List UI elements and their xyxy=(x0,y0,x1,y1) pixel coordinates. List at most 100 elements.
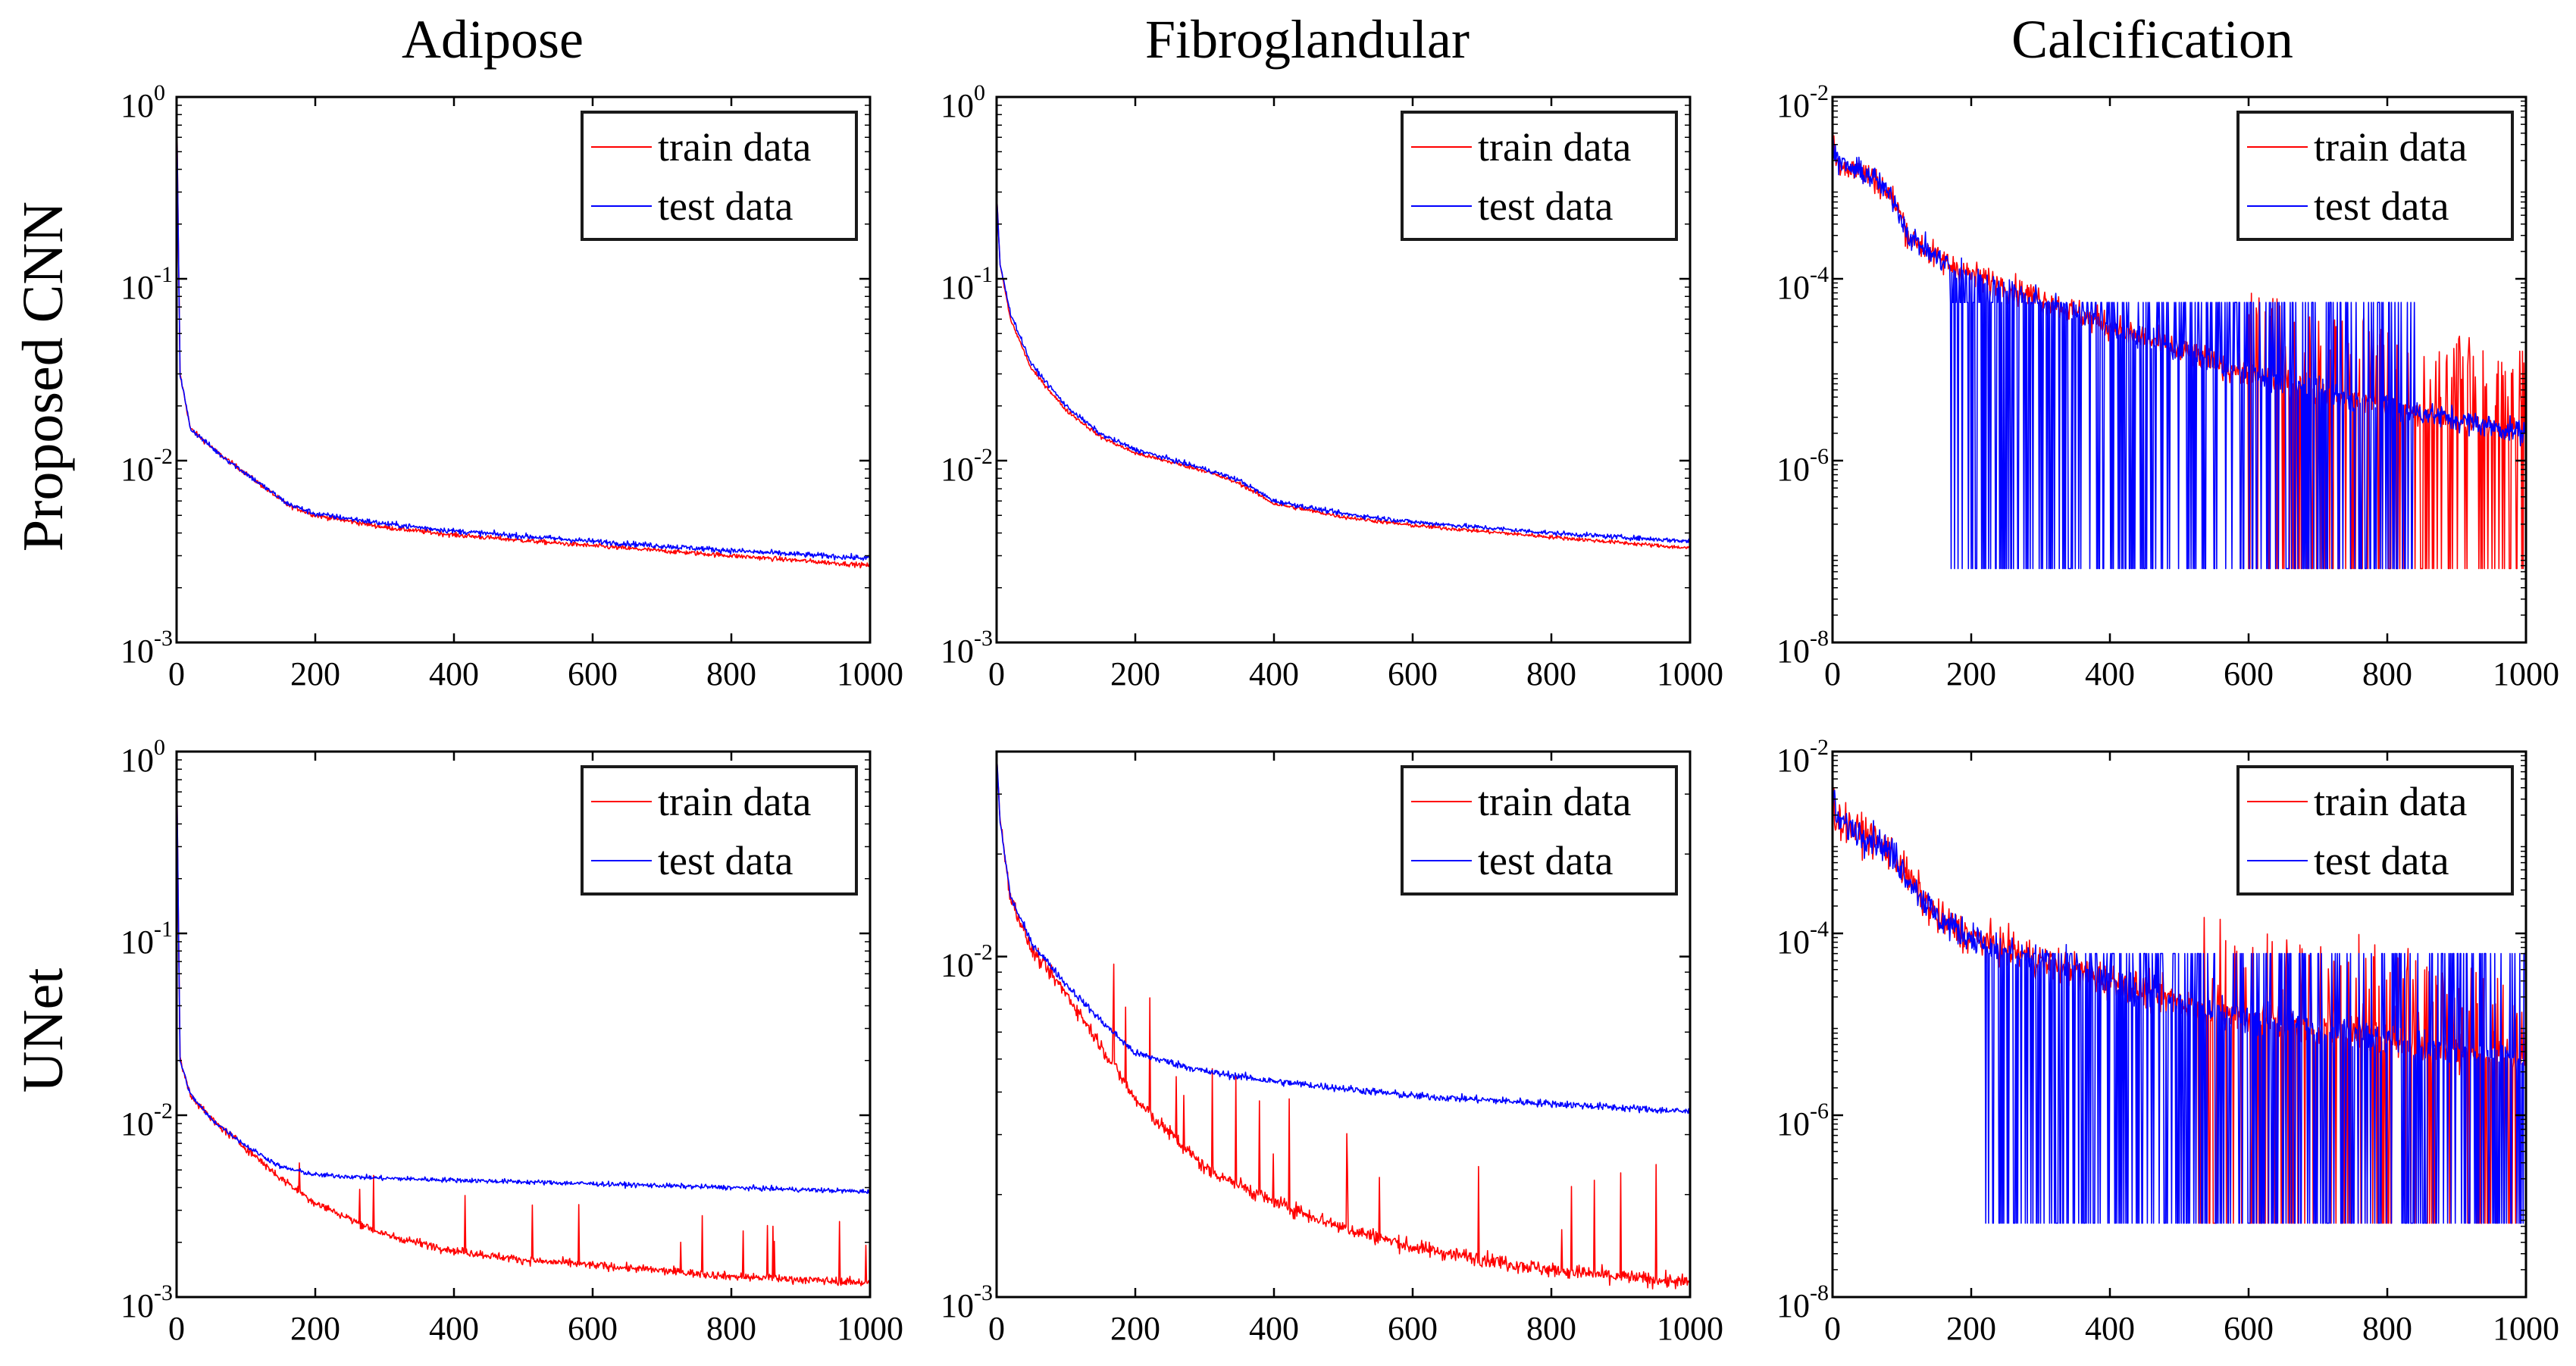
legend-label-test-data: test data xyxy=(1478,183,1613,229)
series-line-train-data xyxy=(997,192,1690,549)
series-line-train-data xyxy=(177,752,870,1286)
y-tick-label: 10-2 xyxy=(121,444,173,488)
x-tick-label: 600 xyxy=(2224,655,2274,692)
legend-label-test-data: test data xyxy=(2314,183,2449,229)
y-tick-label: 10-6 xyxy=(1776,1099,1829,1143)
y-tick-label: 10-3 xyxy=(941,626,993,670)
y-tick-label: 10-2 xyxy=(941,444,993,488)
axes-frame xyxy=(1831,95,2527,644)
y-tick-label: 10-1 xyxy=(121,917,173,961)
y-tick-label: 10-2 xyxy=(121,1099,173,1143)
y-tick-label: 10-3 xyxy=(121,626,173,670)
x-tick-label: 800 xyxy=(1526,1310,1576,1347)
series-line-test-data xyxy=(177,752,870,1195)
axes-frame xyxy=(1831,750,2527,1299)
x-tick-label: 1000 xyxy=(837,1310,903,1347)
x-tick-label: 400 xyxy=(2085,1310,2135,1347)
x-tick-label: 800 xyxy=(706,1310,756,1347)
legend: train data test data xyxy=(1401,111,1678,241)
series-line-test-data xyxy=(997,192,1690,543)
y-tick-label: 10-2 xyxy=(1776,735,1829,779)
axes-frame xyxy=(175,750,872,1299)
series-line-test-data xyxy=(177,97,870,561)
series-line-test-data xyxy=(1833,137,2526,570)
x-tick-label: 600 xyxy=(1388,655,1438,692)
x-tick-label: 1000 xyxy=(837,655,903,692)
x-tick-label: 1000 xyxy=(2493,655,2559,692)
x-tick-label: 0 xyxy=(1824,1310,1841,1347)
x-tick-label: 400 xyxy=(429,655,479,692)
y-tick-label: 10-1 xyxy=(121,262,173,306)
x-tick-label: 200 xyxy=(290,655,340,692)
y-tick-label: 10-2 xyxy=(941,940,993,984)
legend-box xyxy=(1401,111,1678,241)
x-tick-label: 600 xyxy=(568,655,618,692)
x-tick-label: 800 xyxy=(2362,1310,2412,1347)
x-tick-label: 1000 xyxy=(1657,655,1723,692)
y-tick-label: 10-6 xyxy=(1776,444,1829,488)
column-title-calcification: Calcification xyxy=(2011,9,2293,70)
legend-label-test-data: test data xyxy=(658,183,793,229)
panel-unet-adipose: 0 200 400 600 800 1000 10-3 10-2 10-1 100 train da… xyxy=(121,735,903,1347)
series-line-test-data xyxy=(1833,789,2526,1224)
y-tick-label: 100 xyxy=(121,80,165,124)
x-tick-label: 0 xyxy=(988,655,1005,692)
legend: train data test data xyxy=(1401,765,1678,896)
legend-label-train-data: train data xyxy=(658,779,811,824)
panel-unet-fibroglandular: 0 200 400 600 800 1000 10-3 10-2 train data test … xyxy=(941,750,1723,1347)
legend-box xyxy=(581,111,858,241)
legend: train data test data xyxy=(581,765,858,896)
row-label-unet: UNet xyxy=(11,968,75,1093)
x-tick-label: 200 xyxy=(290,1310,340,1347)
x-tick-label: 400 xyxy=(1249,655,1299,692)
x-tick-label: 600 xyxy=(2224,1310,2274,1347)
x-tick-label: 400 xyxy=(1249,1310,1299,1347)
panel-proposed-cnn-fibroglandular: 0 200 400 600 800 1000 10-3 10-2 10-1 100 train da… xyxy=(941,80,1723,692)
row-label-proposed-cnn: Proposed CNN xyxy=(11,202,75,552)
x-tick-label: 0 xyxy=(168,655,185,692)
legend-box xyxy=(2236,765,2514,896)
legend: train data test data xyxy=(581,111,858,241)
legend-label-train-data: train data xyxy=(1478,124,1631,170)
legend-label-test-data: test data xyxy=(1478,838,1613,883)
panel-proposed-cnn-adipose: 0 200 400 600 800 1000 10-3 10-2 10-1 100 train da… xyxy=(121,80,903,692)
x-tick-label: 200 xyxy=(1946,655,1996,692)
x-tick-label: 1000 xyxy=(2493,1310,2559,1347)
legend-label-train-data: train data xyxy=(1478,779,1631,824)
y-tick-label: 10-8 xyxy=(1776,626,1829,670)
panel-proposed-cnn-calcification: 0 200 400 600 800 1000 10-8 10-6 10-4 10-2 train d… xyxy=(1776,80,2559,692)
x-tick-label: 1000 xyxy=(1657,1310,1723,1347)
x-tick-label: 800 xyxy=(1526,655,1576,692)
legend-box xyxy=(1401,765,1678,896)
axes-frame xyxy=(175,95,872,644)
x-tick-label: 200 xyxy=(1946,1310,1996,1347)
x-tick-label: 400 xyxy=(2085,655,2135,692)
x-tick-label: 200 xyxy=(1110,1310,1160,1347)
y-tick-label: 100 xyxy=(941,80,985,124)
column-title-adipose: Adipose xyxy=(402,9,584,70)
legend-label-test-data: test data xyxy=(658,838,793,883)
legend: train data test data xyxy=(2236,111,2514,241)
y-tick-label: 10-8 xyxy=(1776,1280,1829,1324)
x-tick-label: 0 xyxy=(168,1310,185,1347)
axes-frame xyxy=(995,750,1692,1299)
x-tick-label: 800 xyxy=(2362,655,2412,692)
y-tick-label: 10-2 xyxy=(1776,80,1829,124)
y-tick-label: 10-1 xyxy=(941,262,993,306)
series-line-test-data xyxy=(997,754,1690,1114)
legend-label-train-data: train data xyxy=(2314,779,2467,824)
axes-frame xyxy=(995,95,1692,644)
x-tick-label: 200 xyxy=(1110,655,1160,692)
y-tick-label: 10-4 xyxy=(1776,917,1829,961)
series-line-train-data xyxy=(177,97,870,569)
legend-box xyxy=(581,765,858,896)
legend-box xyxy=(2236,111,2514,241)
x-tick-label: 400 xyxy=(429,1310,479,1347)
legend: train data test data xyxy=(2236,765,2514,896)
x-tick-label: 600 xyxy=(1388,1310,1438,1347)
x-tick-label: 0 xyxy=(1824,655,1841,692)
y-tick-label: 10-3 xyxy=(121,1280,173,1324)
column-title-fibroglandular: Fibroglandular xyxy=(1145,9,1470,70)
legend-label-train-data: train data xyxy=(658,124,811,170)
